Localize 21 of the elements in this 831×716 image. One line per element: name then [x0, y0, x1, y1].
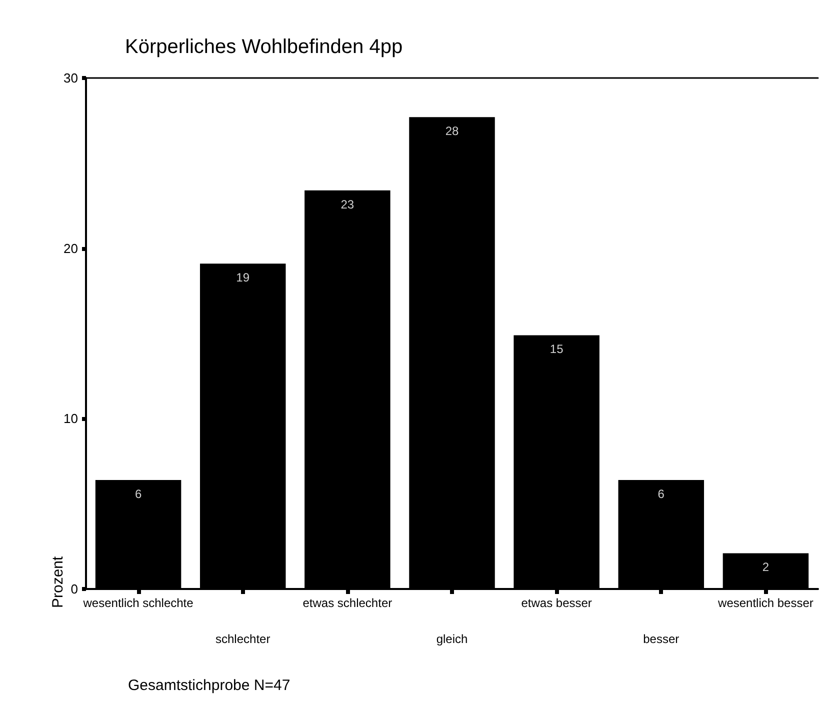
x-tick-label: schlechter — [216, 632, 270, 646]
y-tick-label: 20 — [64, 240, 78, 256]
x-tick-label: wesentlich besser — [717, 596, 814, 610]
x-tick-label: besser — [643, 632, 680, 646]
y-tick-label: 30 — [64, 70, 78, 86]
y-tick-label: 10 — [64, 411, 78, 426]
data-label: 19 — [236, 270, 250, 285]
x-tick-label: etwas besser — [521, 596, 592, 610]
data-label: 2 — [762, 560, 770, 574]
data-label: 6 — [658, 486, 665, 501]
data-label: 6 — [134, 486, 142, 501]
data-label: 28 — [445, 124, 459, 138]
data-label: 15 — [550, 342, 564, 356]
y-axis-title: Prozent — [50, 555, 66, 608]
x-tick-label: gleich — [436, 632, 468, 646]
y-tick-label: 0 — [70, 582, 78, 596]
data-label: 23 — [340, 197, 354, 212]
x-tick-label: etwas schlechter — [302, 596, 392, 610]
x-tick-label: wesentlich schlechte — [82, 596, 194, 610]
chart-title: Körperliches Wohlbefinden 4pp — [125, 36, 403, 58]
text: Gesamtstichprobe N=47 — [128, 677, 290, 694]
